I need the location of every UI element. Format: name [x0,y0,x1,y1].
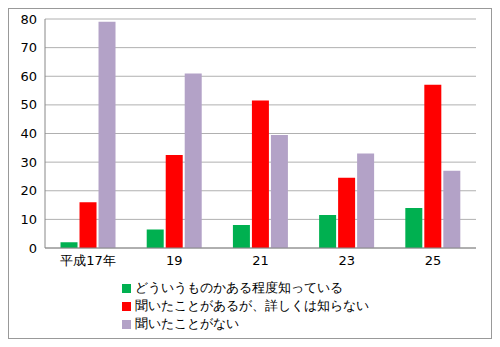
svg-text:80: 80 [20,12,37,27]
svg-text:60: 60 [20,69,37,84]
svg-text:21: 21 [252,253,269,268]
svg-text:40: 40 [20,126,37,141]
svg-text:50: 50 [20,97,37,112]
svg-text:23: 23 [338,253,355,268]
svg-text:10: 10 [20,212,37,227]
svg-text:25: 25 [425,253,442,268]
svg-text:70: 70 [20,40,37,55]
html-text:どういうものかある程度知っている: どういうものかある程度知っている [134,280,343,295]
svg-text:30: 30 [20,155,37,170]
html-text:聞いたことがない: 聞いたことがない [134,316,239,331]
svg-text:0: 0 [29,241,37,256]
svg-text:平成17年: 平成17年 [60,253,116,268]
svg-text:20: 20 [20,183,37,198]
svg-text:19: 19 [166,253,183,268]
html-text:聞いたことがあるが、詳しくは知らない: 聞いたことがあるが、詳しくは知らない [134,298,369,313]
